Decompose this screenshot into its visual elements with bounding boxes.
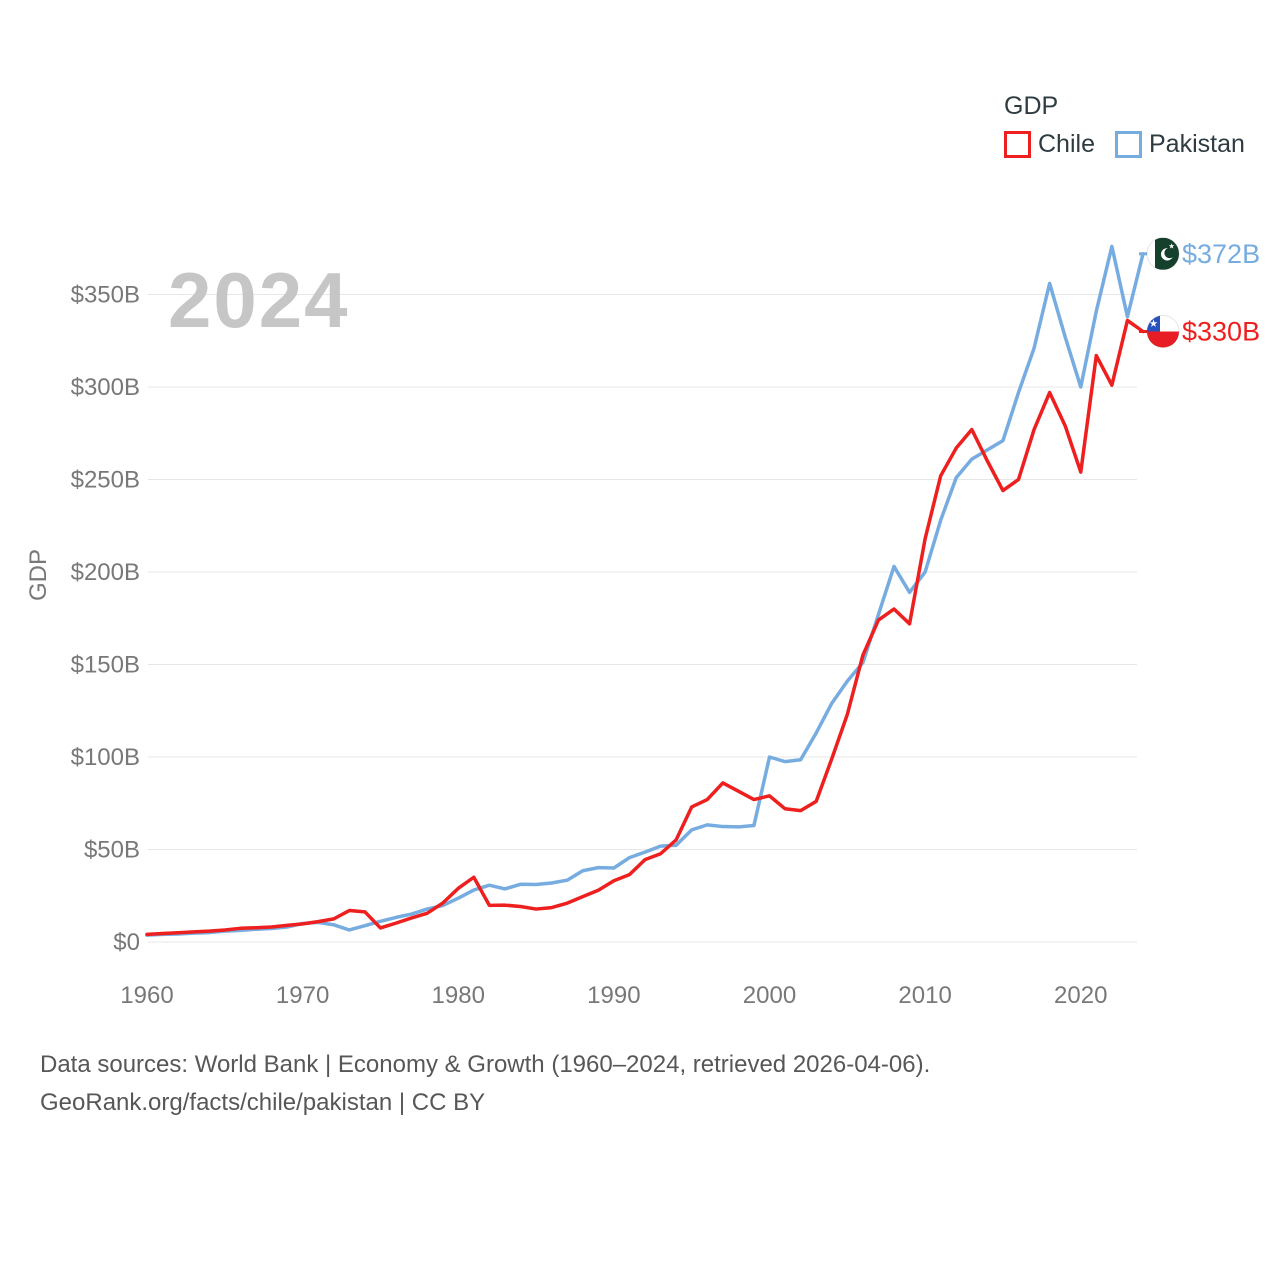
- legend: GDP Chile Pakistan: [1004, 92, 1245, 159]
- x-tick-label: 1970: [276, 982, 329, 1009]
- pakistan-swatch-icon: [1114, 131, 1142, 158]
- pakistan-gdp-line[interactable]: [145, 244, 1145, 937]
- gridlines: [148, 294, 1137, 943]
- y-tick-label: $300B: [71, 374, 140, 401]
- chile-flag-icon: [1146, 315, 1180, 348]
- legend-label-chile: Chile: [1038, 130, 1095, 158]
- pakistan-end-label: $372B: [1146, 237, 1260, 271]
- y-tick-label: $50B: [84, 837, 140, 864]
- y-tick-label: $250B: [71, 467, 140, 494]
- x-tick-label: 1990: [587, 982, 640, 1009]
- y-tick-label: $150B: [71, 652, 140, 679]
- pakistan-end-value: $372B: [1182, 239, 1260, 269]
- x-axis-tick-labels: 1960 1970 1980 1990 2000 2010 2020: [120, 982, 1107, 1009]
- legend-items: Chile Pakistan: [1004, 130, 1245, 159]
- source-url-line: GeoRank.org/facts/chile/pakistan | CC BY: [40, 1089, 486, 1116]
- chile-gdp-line[interactable]: [145, 318, 1145, 937]
- pakistan-flag-icon: [1146, 237, 1180, 271]
- attribution: Data sources: World Bank | Economy & Gro…: [40, 1046, 930, 1122]
- x-tick-label: 2000: [743, 982, 796, 1009]
- legend-label-pakistan: Pakistan: [1148, 130, 1245, 158]
- data-sources-line: Data sources: World Bank | Economy & Gro…: [40, 1051, 931, 1078]
- x-tick-label: 2020: [1054, 982, 1107, 1009]
- chile-swatch-icon: [1004, 131, 1031, 158]
- watermark-year: 2024: [168, 256, 350, 344]
- y-tick-label: $200B: [71, 559, 140, 586]
- x-tick-label: 2010: [898, 982, 951, 1009]
- legend-title: GDP: [1004, 92, 1059, 120]
- chile-end-label: $330B: [1146, 315, 1260, 348]
- y-tick-label: $350B: [71, 282, 140, 309]
- x-tick-label: 1980: [432, 982, 485, 1009]
- y-axis-tick-labels: $0 $50B $100B $150B $200B $250B $300B $350B: [71, 282, 140, 957]
- y-tick-label: $0: [113, 929, 140, 956]
- y-axis-title: GDP: [25, 549, 52, 601]
- legend-item-pakistan[interactable]: Pakistan: [1114, 130, 1245, 159]
- y-tick-label: $100B: [71, 744, 140, 771]
- legend-item-chile[interactable]: Chile: [1004, 130, 1095, 159]
- x-tick-label: 1960: [120, 982, 173, 1009]
- chile-end-value: $330B: [1182, 317, 1260, 347]
